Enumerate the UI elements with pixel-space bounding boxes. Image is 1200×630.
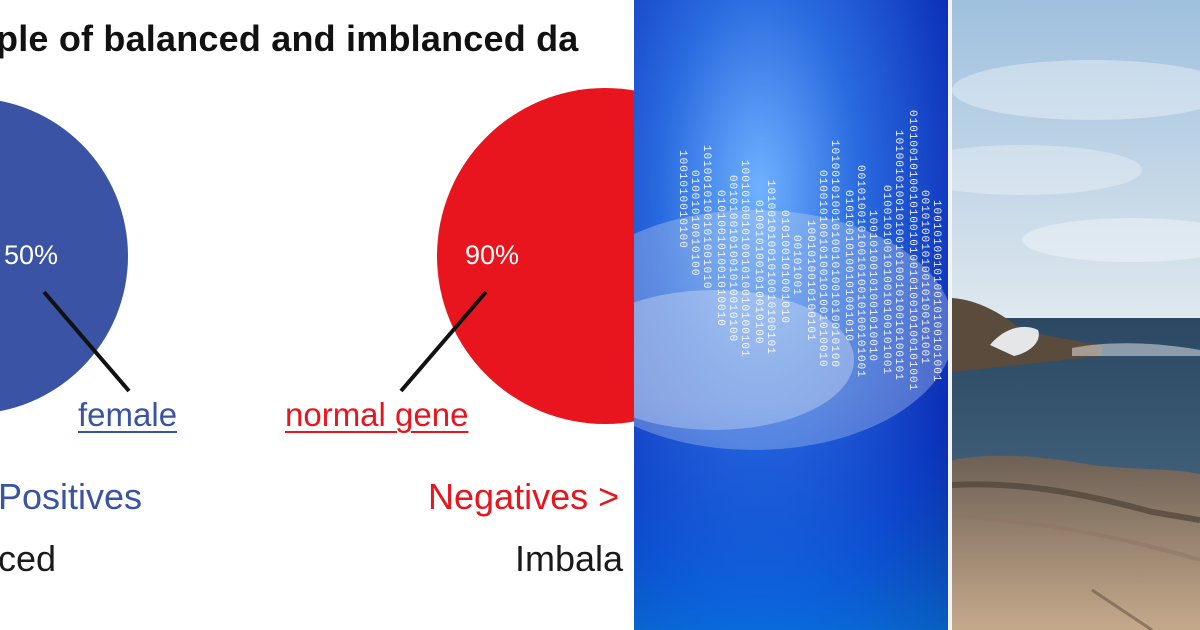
svg-text:0010100101001010010100101001: 0010100101001010010100101001: [854, 165, 866, 378]
negatives-label: Negatives >: [428, 476, 620, 517]
svg-text:00101001010010100101001: 00101001010010100101001: [918, 190, 930, 365]
svg-text:01001010010100101001010010: 01001010010100101001010010: [816, 170, 828, 368]
binary-data-image: 1001010010100 01001010010100 1010010100101…: [634, 0, 948, 630]
balanced-label: ced: [0, 538, 57, 579]
svg-text:010100101001010010: 010100101001010010: [714, 190, 726, 327]
balanced-imbalanced-slide: ple of balanced and imblanced da 50% 90%…: [0, 18, 634, 579]
female-leader-line: [42, 290, 131, 393]
red-pie: [437, 88, 634, 424]
svg-text:1010010100101001010: 1010010100101001010: [700, 145, 712, 289]
right-pie-percent: 90%: [465, 240, 520, 270]
rocky-coast-image: [952, 0, 1200, 630]
svg-text:10010100101001010010100101: 10010100101001010010100101: [738, 160, 750, 358]
left-pie-percent: 50%: [4, 240, 59, 270]
svg-text:010100101001010010100101001010: 0101001010010100101001010010100101001: [906, 110, 918, 391]
svg-text:01001010010100: 01001010010100: [688, 170, 700, 276]
female-link[interactable]: female: [78, 396, 178, 433]
svg-text:00101001: 00101001: [790, 235, 802, 296]
svg-text:1001010010100: 1001010010100: [676, 150, 688, 249]
svg-text:010100101001010: 010100101001010: [778, 210, 790, 324]
panel-divider: [948, 0, 952, 630]
pie-graphics: [0, 88, 634, 424]
blue-pie: [0, 100, 128, 412]
svg-text:101001010010100101001010010100: 101001010010100101001010010100: [828, 140, 840, 368]
svg-text:01010010100101001010: 01010010100101001010: [842, 190, 854, 342]
slide-title: ple of balanced and imblanced da: [0, 18, 579, 59]
binary-data-graphic: 1001010010100 01001010010100 1010010100101…: [634, 0, 948, 630]
normal-gene-leader-line: [399, 290, 488, 393]
svg-text:0100101001010010100: 0100101001010010100: [752, 200, 764, 344]
svg-text:100101001010010100101001: 100101001010010100101001: [930, 200, 942, 382]
svg-text:10100101001010010100101: 10100101001010010100101: [764, 180, 776, 355]
svg-text:0100101001010010100101001: 0100101001010010100101001: [880, 185, 892, 375]
svg-text:101001010010100101001010010100: 101001010010100101001010010100101: [892, 130, 904, 381]
positives-label: Positives: [0, 476, 143, 517]
svg-text:1001010010100101: 1001010010100101: [804, 220, 816, 342]
svg-text:0010100101001010010100: 0010100101001010010100: [726, 175, 738, 342]
rocky-coast-graphic: [952, 0, 1200, 630]
imbalanced-label: Imbala: [515, 538, 624, 579]
normal-gene-link[interactable]: normal gene: [285, 396, 469, 433]
svg-text:10010100101001010010: 10010100101001010010: [866, 210, 878, 362]
